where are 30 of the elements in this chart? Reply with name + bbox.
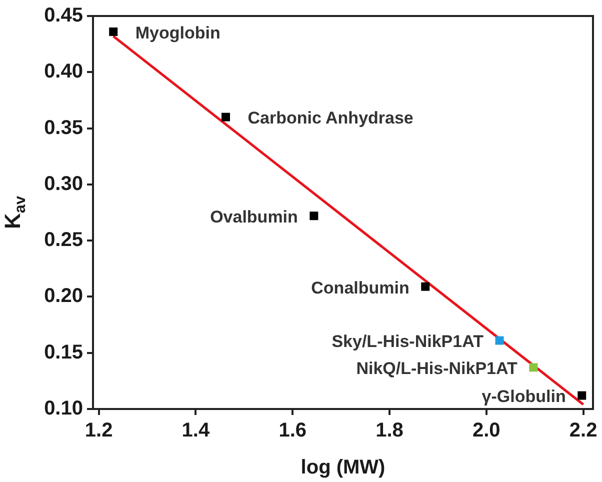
x-tick-label: 1.8 xyxy=(376,420,404,442)
x-tick-label: 2.0 xyxy=(472,420,500,442)
y-tick-label: 0.30 xyxy=(44,172,83,195)
annotation: NikQ/L-His-NikP1AT xyxy=(356,359,518,378)
y-tick-label: 0.35 xyxy=(44,116,83,139)
annotation: Sky/L-His-NikP1AT xyxy=(332,332,484,352)
y-tick-label: 0.10 xyxy=(44,398,83,420)
x-tick-label: 1.6 xyxy=(278,420,307,442)
point xyxy=(578,391,586,400)
point xyxy=(529,363,538,372)
x-axis-title: log (MW) xyxy=(300,456,386,479)
y-tick-label: 0.15 xyxy=(44,341,83,364)
y-tick-label: 0.25 xyxy=(44,229,83,252)
annotation: Myoglobin xyxy=(135,23,220,42)
annotation: γ-Globulin xyxy=(482,387,566,406)
x-tick-label: 1.2 xyxy=(84,420,113,442)
x-tick-label: 1.4 xyxy=(182,420,210,442)
y-tick-label: 0.45 xyxy=(44,4,83,27)
annotation: Conalbumin xyxy=(311,278,410,298)
y-axis-title: Kav xyxy=(0,196,29,230)
point xyxy=(310,212,318,220)
point xyxy=(421,282,430,291)
y-tick-label: 0.20 xyxy=(44,285,83,308)
point xyxy=(495,336,504,345)
annotation: Ovalbumin xyxy=(210,208,298,227)
point xyxy=(222,112,230,122)
x-tick-label: 2.2 xyxy=(569,420,598,442)
annotation: Carbonic Anhydrase xyxy=(248,108,414,128)
point xyxy=(109,27,118,36)
y-tick-label: 0.40 xyxy=(44,60,83,83)
